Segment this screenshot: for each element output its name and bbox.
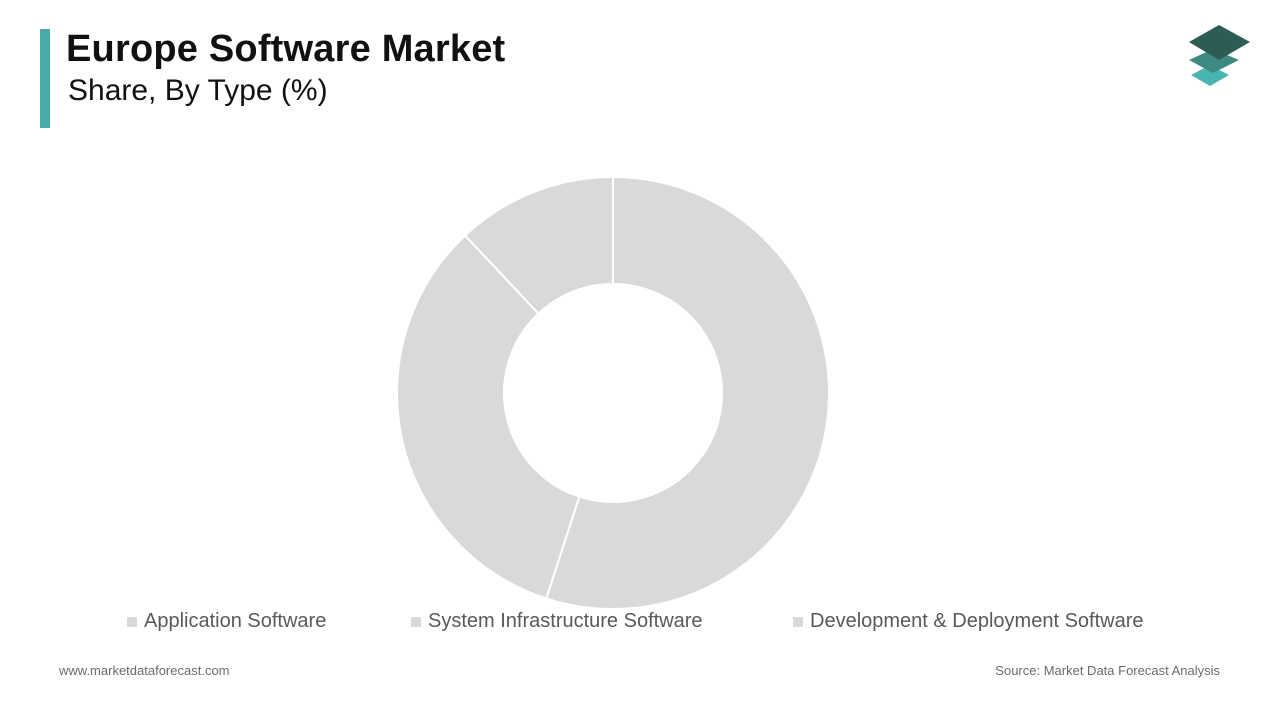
legend-item: Development & Deployment Software [793,610,1144,633]
legend-item: System Infrastructure Software [411,610,703,633]
legend-label: Application Software [144,610,327,632]
donut-chart [396,175,830,610]
donut-slice-system-infrastructure-software [396,234,581,600]
chart-legend: Application Software System Infrastructur… [0,610,1280,638]
legend-label: System Infrastructure Software [428,610,703,632]
footer-website: www.marketdataforecast.com [59,663,230,678]
page-subtitle: Share, By Type (%) [68,74,328,107]
stacked-layers-icon [1189,25,1250,86]
legend-swatch [411,616,421,627]
footer-source: Source: Market Data Forecast Analysis [995,663,1220,678]
title-accent-bar [40,29,50,128]
legend-swatch [127,616,137,627]
legend-item: Application Software [127,610,326,633]
donut-slice-development-deployment-software [463,175,614,315]
legend-swatch [793,616,803,627]
page-title: Europe Software Market [66,28,506,70]
legend-label: Development & Deployment Software [810,610,1144,632]
donut-slice-application-software [544,175,830,610]
